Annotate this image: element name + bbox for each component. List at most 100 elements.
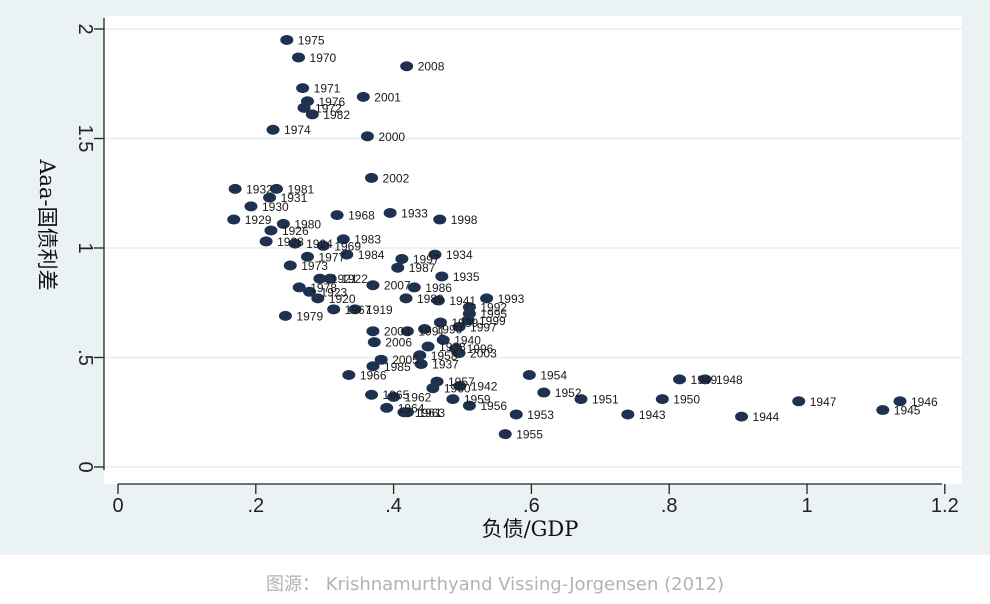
data-label: 1939: [451, 316, 478, 330]
data-label: 1992: [480, 301, 507, 315]
data-label: 1986: [425, 281, 452, 295]
data-points: [227, 34, 907, 440]
figure-background: 0 .5 1 1.5 2 0 .2 .4 .6 .8 1 1.2 1975 1970 2008 1971 20…: [0, 0, 990, 555]
data-label: 1959: [464, 393, 491, 407]
data-point: [297, 102, 311, 113]
data-point: [228, 183, 242, 194]
data-point: [387, 391, 401, 402]
data-label: 1997: [470, 320, 497, 334]
data-label: 1983: [354, 233, 381, 247]
data-point: [413, 350, 427, 361]
data-label: 1932: [246, 182, 273, 196]
data-point: [383, 207, 397, 218]
data-label: 1955: [516, 428, 543, 442]
data-label: 1963: [418, 406, 445, 420]
data-point: [655, 394, 669, 405]
data-label: 1985: [384, 360, 411, 374]
data-point: [431, 295, 445, 306]
data-point: [300, 251, 314, 262]
data-point: [330, 210, 344, 221]
data-label: 1957: [448, 375, 475, 389]
x-tick-label: 1.2: [931, 495, 959, 517]
data-point: [323, 273, 337, 284]
data-point: [574, 394, 588, 405]
data-point: [292, 52, 306, 63]
data-label: 1951: [592, 393, 619, 407]
data-point: [395, 253, 409, 264]
data-label: 1950: [673, 393, 700, 407]
data-point: [436, 334, 450, 345]
data-point: [453, 380, 467, 391]
data-point: [366, 280, 380, 291]
data-point: [876, 405, 890, 416]
data-label: 2005: [392, 353, 419, 367]
y-tick-label: 1.5: [74, 125, 96, 153]
data-point: [792, 396, 806, 407]
data-label: 1943: [639, 408, 666, 422]
data-point: [421, 341, 435, 352]
data-point: [296, 83, 310, 94]
data-point: [360, 131, 374, 142]
data-label: 1979: [296, 309, 323, 323]
data-label: 2003: [470, 347, 497, 361]
data-point: [244, 201, 258, 212]
data-label: 1949: [691, 373, 718, 387]
data-label: 1921: [331, 272, 358, 286]
data-point: [428, 249, 442, 260]
data-point: [266, 124, 280, 135]
data-point: [283, 260, 297, 271]
data-point: [327, 304, 341, 315]
data-label: 1997: [413, 252, 440, 266]
data-label: 1987: [409, 261, 436, 275]
data-point: [336, 234, 350, 245]
data-label: 1933: [401, 206, 428, 220]
data-point: [340, 249, 354, 260]
source-caption: 图源： Krishnamurthyand Vissing-Jorgensen (…: [266, 574, 724, 595]
data-label: 1929: [245, 213, 272, 227]
data-point: [348, 304, 362, 315]
data-point: [365, 389, 379, 400]
y-tick-label: 0: [74, 461, 96, 472]
data-point: [461, 315, 475, 326]
data-label: 1969: [334, 239, 361, 253]
data-label: 2001: [374, 90, 401, 104]
data-label: 1965: [383, 388, 410, 402]
data-label: 1967: [345, 303, 372, 317]
data-label: 1975: [298, 33, 325, 47]
x-tick-label: 1: [801, 495, 812, 517]
data-point: [522, 370, 536, 381]
data-label: 1961: [415, 406, 442, 420]
y-tick-label: 2: [74, 23, 96, 34]
data-point: [227, 214, 241, 225]
x-tick-label: .8: [661, 495, 678, 517]
y-tick-label: 1: [74, 242, 96, 253]
data-point: [407, 282, 421, 293]
data-label: 1998: [451, 213, 478, 227]
data-label: 1934: [446, 248, 473, 262]
data-label: 1978: [310, 281, 337, 295]
data-label: 1945: [894, 404, 921, 418]
data-label: 1931: [281, 191, 308, 205]
data-label: 1952: [555, 386, 582, 400]
data-label: 1941: [449, 294, 476, 308]
plot-area: [104, 16, 962, 484]
data-point: [269, 183, 283, 194]
data-point: [433, 214, 447, 225]
data-label: 1922: [341, 272, 368, 286]
data-label: 1999: [479, 314, 506, 328]
data-point: [367, 337, 381, 348]
data-label: 1977: [318, 250, 345, 264]
x-axis-title: 负债/GDP: [482, 517, 579, 541]
data-point: [366, 361, 380, 372]
data-label: 1981: [287, 182, 314, 196]
data-point: [893, 396, 907, 407]
data-point: [259, 236, 273, 247]
data-label: 1971: [314, 82, 341, 96]
data-point: [399, 293, 413, 304]
y-axis-title: Aaa-国债利差: [35, 158, 59, 290]
data-point: [303, 286, 317, 297]
axis-ticks: 0 .5 1 1.5 2 0 .2 .4 .6 .8 1 1.2: [74, 23, 959, 517]
data-point: [433, 317, 447, 328]
data-point: [452, 321, 466, 332]
